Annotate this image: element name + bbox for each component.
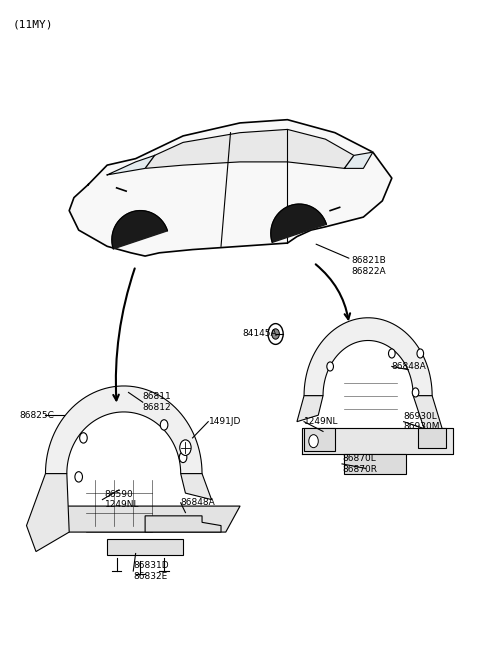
Polygon shape [107,155,155,175]
Text: 86811
86812: 86811 86812 [143,392,171,412]
Polygon shape [112,211,168,249]
Circle shape [272,329,279,339]
Text: 86930L
86930M: 86930L 86930M [404,412,440,432]
Circle shape [80,433,87,443]
Circle shape [412,388,419,397]
Circle shape [388,349,395,358]
Text: 86848A: 86848A [180,498,216,508]
Circle shape [160,420,168,430]
Polygon shape [418,428,446,447]
Polygon shape [107,538,183,555]
Polygon shape [145,516,221,532]
Circle shape [180,440,191,455]
Text: 1491JD: 1491JD [209,417,241,426]
Circle shape [179,452,187,462]
Polygon shape [145,130,354,168]
Text: 86870L
86870R: 86870L 86870R [342,454,377,474]
Text: 86590
1249NL: 86590 1249NL [105,490,139,510]
Polygon shape [50,506,240,532]
Polygon shape [413,396,444,435]
Text: 86848A: 86848A [392,362,427,371]
Circle shape [309,435,318,447]
Polygon shape [344,152,373,168]
Text: (11MY): (11MY) [12,19,53,29]
Text: 86825C: 86825C [19,411,54,420]
Polygon shape [26,474,69,552]
Polygon shape [297,396,323,422]
Circle shape [327,362,334,371]
Polygon shape [304,428,335,451]
Text: 86821B
86822A: 86821B 86822A [351,256,386,276]
Text: 84145A: 84145A [242,329,277,339]
Polygon shape [46,386,202,474]
Circle shape [268,324,283,345]
Polygon shape [301,428,454,454]
Polygon shape [180,474,212,500]
Polygon shape [69,120,392,256]
Text: 1249NL: 1249NL [304,417,338,426]
Circle shape [417,349,424,358]
Polygon shape [271,204,326,242]
Polygon shape [344,454,406,474]
Circle shape [75,472,83,482]
Text: 86831D
86832E: 86831D 86832E [133,561,169,581]
Polygon shape [304,318,432,396]
